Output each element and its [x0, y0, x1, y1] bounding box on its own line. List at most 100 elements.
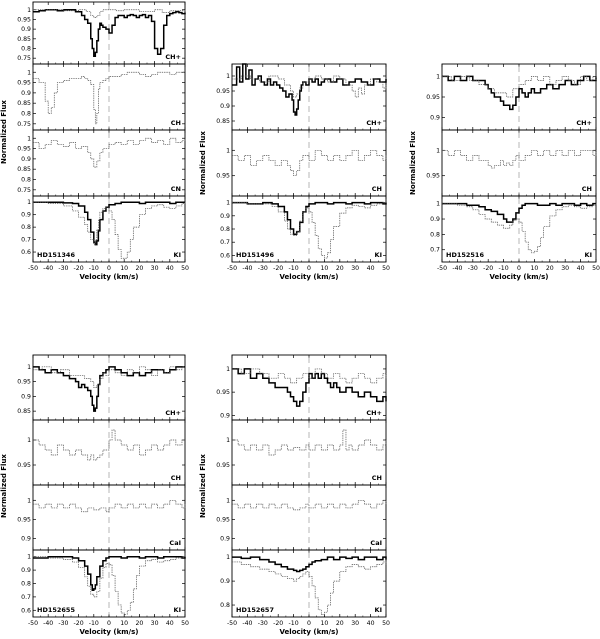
star-label: HD152657: [236, 606, 274, 614]
y-tick-label: 0.6: [220, 252, 230, 259]
y-tick-label: 1: [226, 73, 230, 80]
y-tick-label: 1: [226, 147, 230, 154]
x-tick-label: 50: [382, 265, 390, 272]
species-label: CH+: [366, 409, 382, 417]
x-tick-label: -50: [227, 265, 237, 272]
y-tick-label: 1: [27, 7, 31, 14]
y-tick-label: 0.9: [430, 216, 440, 223]
x-tick-label: 0: [107, 620, 111, 627]
x-tick-label: -40: [242, 265, 252, 272]
y-tick-label: 0.95: [216, 88, 230, 95]
x-tick-label: -10: [89, 265, 99, 272]
x-tick-label: 0: [517, 265, 521, 272]
spectrum-line-dotted: [33, 137, 186, 168]
y-tick-label: 0.9: [21, 536, 31, 543]
spectrum-line-dotted: [442, 203, 597, 254]
y-tick-label: 0.85: [17, 166, 31, 173]
species-label: KI: [585, 251, 592, 259]
panel-chplus: 0.85 0.9 0.95 1 CH+: [216, 63, 387, 131]
x-tick-label: 10: [320, 620, 328, 627]
y-axis-title: Normalized Flux: [0, 454, 8, 518]
x-tick-label: 40: [577, 265, 585, 272]
panel-chplus: 0.9 0.95 1 CH+: [216, 354, 387, 421]
y-tick-label: 0.95: [17, 80, 31, 87]
y-tick-label: 0.95: [216, 389, 230, 396]
x-tick-label: 0: [307, 620, 311, 627]
x-axis-title: Velocity (km/s): [280, 273, 339, 281]
y-tick-label: 1: [27, 69, 31, 76]
species-label: CH+: [366, 119, 382, 127]
y-tick-label: 1: [436, 73, 440, 80]
x-tick-label: -30: [258, 620, 268, 627]
spectrum-line-dotted: [232, 499, 387, 511]
y-tick-label: 0.85: [216, 118, 230, 125]
x-tick-label: 20: [135, 265, 143, 272]
x-tick-label: 10: [530, 265, 538, 272]
panel-ch: 0.75 0.8 0.85 0.9 0.95 1 CH: [17, 63, 186, 131]
y-tick-label: 1: [27, 497, 31, 504]
species-label: CH: [171, 119, 181, 127]
y-tick-label: 0.95: [426, 173, 440, 180]
y-tick-label: 0.75: [17, 121, 31, 128]
spectrum-line-dotted: [442, 76, 597, 98]
species-label: KI: [174, 251, 181, 259]
y-tick-label: 0.8: [21, 111, 31, 118]
y-tick-label: 1: [226, 366, 230, 373]
x-tick-label: -10: [89, 620, 99, 627]
chart-hd152655: 0.850.90.951CH+0.951CH0.90.951CaI0.60.70…: [0, 354, 189, 636]
species-label: CH: [171, 474, 181, 482]
y-tick-label: 0.75: [17, 187, 31, 194]
y-tick-label: 0.75: [17, 55, 31, 62]
species-label: KI: [375, 251, 382, 259]
panel-ki: 0.6 0.7 0.8 0.9 1 KI -50 -40 -30 -20 -10 0 10 20 30 40 5…: [220, 195, 390, 272]
y-tick-label: 1: [226, 497, 230, 504]
y-tick-label: 0.7: [220, 239, 230, 246]
x-tick-label: 50: [382, 620, 390, 627]
x-tick-label: -30: [58, 620, 68, 627]
x-tick-label: -50: [227, 620, 237, 627]
y-tick-label: 0.9: [21, 393, 31, 400]
x-tick-label: 30: [351, 265, 359, 272]
y-tick-label: 0.8: [21, 46, 31, 53]
y-tick-label: 0.6: [21, 607, 31, 614]
y-axis-title: Normalized Flux: [409, 131, 417, 195]
spectrum-line-thick: [442, 202, 596, 223]
x-tick-label: 40: [166, 620, 174, 627]
spectrum-line-dotted: [33, 429, 185, 461]
spectrum-line-thick: [232, 201, 387, 236]
spectrum-line-dotted: [33, 71, 185, 125]
x-tick-label: -50: [28, 620, 38, 627]
x-axis-title: Velocity (km/s): [80, 628, 139, 636]
x-tick-label: -40: [242, 620, 252, 627]
y-tick-label: 0.8: [220, 602, 230, 609]
y-tick-label: 0.9: [220, 213, 230, 220]
x-tick-label: 30: [151, 265, 159, 272]
spectrum-line-dotted: [442, 149, 597, 169]
x-axis-title: Velocity (km/s): [80, 273, 139, 281]
spectrum-line-dotted: [232, 561, 387, 615]
x-tick-label: 30: [561, 265, 569, 272]
y-tick-label: 0.95: [17, 516, 31, 523]
y-tick-label: 0.95: [216, 173, 230, 180]
spectrum-line-thick: [33, 366, 185, 412]
x-tick-label: -50: [28, 265, 38, 272]
y-axis-title: Normalized Flux: [199, 454, 207, 518]
x-tick-label: 40: [367, 265, 375, 272]
y-tick-label: 1: [27, 199, 31, 206]
y-tick-label: 1: [27, 554, 31, 561]
spectrum-line-thick: [33, 201, 185, 246]
y-tick-label: 1: [226, 200, 230, 207]
star-label: HD152516: [446, 251, 484, 259]
y-tick-label: 0.9: [21, 567, 31, 574]
y-tick-label: 0.85: [17, 36, 31, 43]
chart-hd151346: 0.750.80.850.90.951CH+0.750.80.850.90.95…: [0, 1, 189, 281]
x-tick-label: -40: [43, 620, 53, 627]
x-tick-label: -50: [437, 265, 447, 272]
x-tick-label: 10: [120, 620, 128, 627]
spectrum-line-dotted: [33, 201, 186, 259]
panel-ki: 0.6 0.7 0.8 0.9 1 KI -50 -40 -30 -20 -10 0 10 20 30 40 5…: [21, 549, 189, 627]
species-label: CH: [582, 185, 592, 193]
y-tick-label: 0.9: [21, 156, 31, 163]
y-tick-label: 1: [27, 135, 31, 142]
